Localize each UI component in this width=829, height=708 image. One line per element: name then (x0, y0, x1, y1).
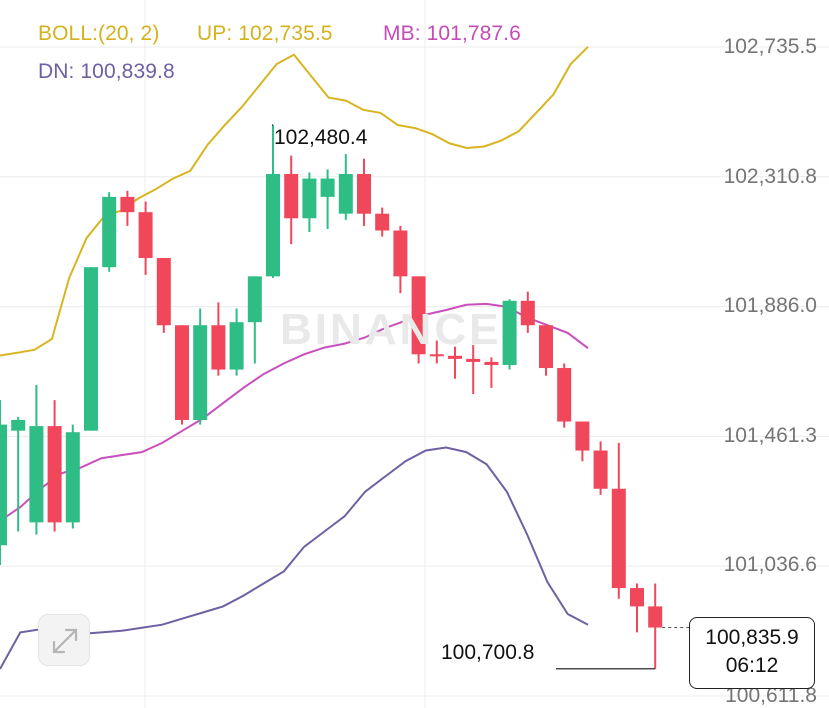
candle-body (320, 178, 335, 197)
middle-band-line (0, 302, 589, 522)
candle-body (630, 588, 644, 607)
candle-body (156, 258, 171, 326)
candle-body (338, 173, 353, 214)
y-axis-label: 101,886.0 (723, 294, 817, 317)
y-axis-label: 102,735.5 (723, 35, 817, 58)
y-axis-label: 102,310.8 (723, 165, 817, 188)
candle-body (175, 325, 189, 420)
watermark: BINANCE (280, 305, 502, 354)
candle-body (284, 173, 299, 219)
lower-band-legend: DN: 100,839.8 (38, 60, 175, 83)
candle-body (393, 230, 408, 277)
last-price-value: 100,835.9 (705, 626, 799, 649)
candle-countdown: 06:12 (725, 654, 779, 677)
candle-body (84, 267, 98, 431)
candle-body (648, 606, 663, 628)
candle-body (29, 426, 44, 523)
candle-body (557, 368, 572, 422)
price-markers (272, 124, 689, 670)
y-axis-label: 101,036.6 (723, 553, 817, 576)
candle-body (193, 325, 208, 420)
candle-body (211, 325, 226, 370)
lower-band-line (0, 446, 589, 670)
candle-body (65, 432, 80, 523)
candle-body (520, 300, 535, 326)
candle-body (429, 354, 444, 357)
last-price-badge: 100,835.9 06:12 (689, 617, 815, 689)
candle-body (47, 426, 62, 523)
candles (0, 124, 663, 669)
low-price-annotation: 100,700.8 (441, 641, 535, 664)
candle-body (611, 488, 626, 589)
candle-body (0, 424, 7, 546)
candle-body (247, 276, 262, 323)
candle-body (229, 322, 244, 370)
upper-band-line (0, 46, 589, 357)
upper-band-legend: UP: 102,735.5 (197, 22, 333, 45)
candle-body (448, 355, 462, 359)
candle-body (375, 213, 390, 231)
candle-body (466, 358, 481, 362)
candle-body (411, 276, 426, 355)
high-price-annotation: 102,480.4 (274, 126, 368, 149)
candle-body (502, 300, 517, 365)
candle-body (484, 361, 499, 365)
candle-body (539, 325, 553, 369)
candle-body (575, 421, 590, 451)
boll-legend: BOLL:(20, 2) (38, 22, 160, 45)
bollinger-bands (0, 46, 589, 670)
candle-body (120, 196, 135, 213)
middle-band-legend: MB: 101,787.6 (383, 22, 521, 45)
candle-body (593, 450, 608, 489)
y-axis-label: 101,461.3 (723, 424, 817, 447)
candle-body (302, 178, 317, 219)
candle-body (102, 196, 117, 268)
y-axis-label: 100,611.8 (725, 684, 817, 707)
expand-chart-button[interactable] (38, 614, 90, 666)
candle-body (266, 173, 280, 277)
candle-body (357, 173, 371, 214)
candle-body (138, 212, 153, 259)
candle-body (11, 419, 26, 431)
expand-arrows-icon (52, 628, 78, 654)
